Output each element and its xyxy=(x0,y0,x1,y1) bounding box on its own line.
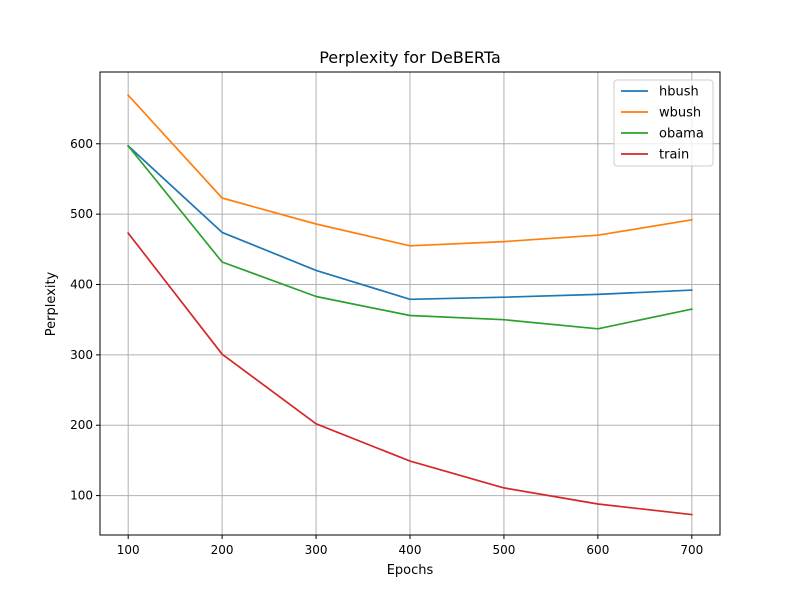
y-tick-label: 400 xyxy=(70,278,93,292)
x-tick-label: 200 xyxy=(211,543,234,557)
y-tick-label: 600 xyxy=(70,137,93,151)
series-lines xyxy=(126,93,693,516)
legend: hbush wbush obama train xyxy=(613,79,714,167)
series-line-wbush xyxy=(126,93,693,247)
series-line-hbush xyxy=(126,144,693,301)
x-tick-label: 600 xyxy=(586,543,609,557)
x-tick-label: 400 xyxy=(399,543,422,557)
x-tick-label: 500 xyxy=(492,543,515,557)
legend-label-obama: obama xyxy=(659,127,704,142)
y-axis-label: Perplexity xyxy=(44,271,59,336)
x-axis-ticks: 100 200 300 400 500 600 700 xyxy=(117,535,703,557)
x-tick-label: 700 xyxy=(680,543,703,557)
chart-title: Perplexity for DeBERTa xyxy=(319,48,501,67)
y-tick-label: 300 xyxy=(70,348,93,362)
series-line-obama xyxy=(127,144,693,330)
legend-box xyxy=(613,79,714,167)
series-line-train xyxy=(127,231,693,516)
legend-label-wbush: wbush xyxy=(659,106,701,121)
y-axis-ticks: 100 200 300 400 500 600 xyxy=(70,137,100,503)
y-tick-label: 100 xyxy=(70,489,93,503)
y-tick-label: 200 xyxy=(70,418,93,432)
legend-label-hbush: hbush xyxy=(659,85,699,100)
legend-label-train: train xyxy=(659,148,689,163)
y-tick-label: 500 xyxy=(70,207,93,221)
x-axis-label: Epochs xyxy=(387,563,434,578)
x-tick-label: 300 xyxy=(305,543,328,557)
x-tick-label: 100 xyxy=(117,543,140,557)
